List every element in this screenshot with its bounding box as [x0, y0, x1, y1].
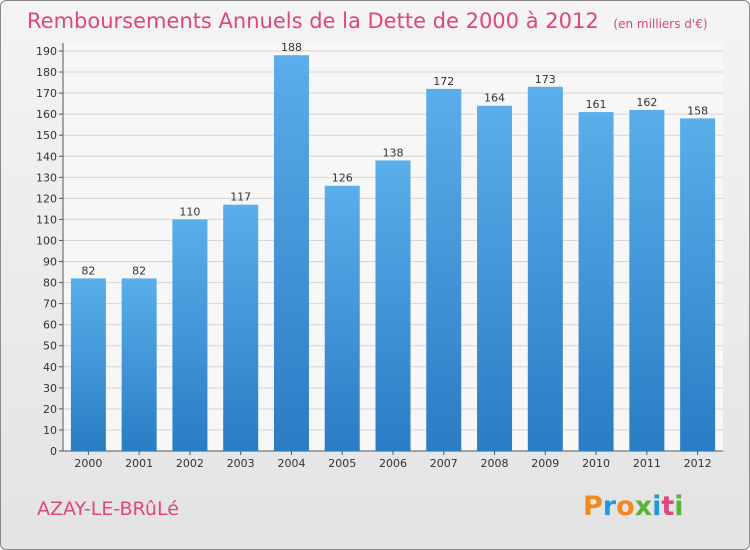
bar-value-label: 110 [179, 205, 200, 218]
y-tick-label: 40 [43, 361, 57, 374]
bar [527, 86, 563, 451]
y-axis-ticks: 0 10 20 30 40 50 60 70 80 90 100 110 120 130 140 150 160… [36, 45, 63, 458]
y-tick-label: 90 [43, 256, 57, 269]
bar [121, 278, 157, 451]
y-tick-label: 140 [36, 150, 57, 163]
y-tick-label: 150 [36, 129, 57, 142]
y-tick-label: 20 [43, 403, 57, 416]
y-tick-label: 10 [43, 424, 57, 437]
x-tick-label: 2000 [74, 457, 102, 470]
logo-letter: r [602, 491, 617, 522]
chart-title: Remboursements Annuels de la Dette de 20… [27, 9, 708, 33]
y-tick-label: 190 [36, 45, 57, 58]
bar [578, 112, 614, 451]
logo-letter: i [674, 491, 684, 522]
y-tick-label: 120 [36, 192, 57, 205]
bar-value-label: 162 [636, 96, 657, 109]
bar [324, 185, 360, 451]
bar-value-label: 117 [230, 191, 251, 204]
y-tick-label: 170 [36, 87, 57, 100]
x-tick-label: 2004 [277, 457, 305, 470]
bar-value-label: 188 [281, 41, 302, 54]
commune-name: AZAY-LE-BRûLé [37, 498, 179, 520]
proxiti-logo: Proxiti [583, 491, 684, 522]
y-tick-label: 70 [43, 298, 57, 311]
y-tick-label: 80 [43, 277, 57, 290]
y-tick-label: 0 [50, 445, 57, 458]
x-tick-label: 2001 [125, 457, 153, 470]
bars: 82 82 110 117 188 126 138 172 164 173 161 162 158 [70, 41, 716, 452]
bar [375, 160, 411, 451]
bar [680, 118, 716, 452]
bar [477, 105, 513, 451]
bar-value-label: 173 [535, 73, 556, 86]
logo-letter: t [661, 491, 675, 522]
bar-value-label: 158 [687, 104, 708, 117]
x-tick-label: 2003 [227, 457, 255, 470]
chart-subtitle: (en milliers d'€) [613, 17, 708, 31]
bar-value-label: 172 [433, 75, 454, 88]
x-axis-ticks: 2000 2001 2002 2003 2004 2005 2006 2007 2008 2009… [74, 451, 712, 470]
x-tick-label: 2006 [379, 457, 407, 470]
x-tick-label: 2011 [633, 457, 661, 470]
y-tick-label: 180 [36, 66, 57, 79]
x-tick-label: 2012 [684, 457, 712, 470]
y-tick-label: 110 [36, 213, 57, 226]
bar-value-label: 82 [132, 264, 146, 277]
y-tick-label: 100 [36, 234, 57, 247]
y-tick-label: 50 [43, 340, 57, 353]
x-tick-label: 2002 [176, 457, 204, 470]
x-tick-label: 2009 [531, 457, 559, 470]
logo-letter: i [652, 491, 662, 522]
chart-title-text: Remboursements Annuels de la Dette de 20… [27, 9, 599, 33]
bar-value-label: 138 [383, 146, 404, 159]
x-tick-label: 2005 [328, 457, 356, 470]
bar-value-label: 164 [484, 92, 505, 105]
y-tick-label: 130 [36, 171, 57, 184]
bar-value-label: 82 [81, 264, 95, 277]
bar [223, 204, 259, 451]
logo-letter: P [583, 491, 603, 522]
bar [172, 219, 208, 451]
x-tick-label: 2010 [582, 457, 610, 470]
x-tick-label: 2008 [481, 457, 509, 470]
x-tick-label: 2007 [430, 457, 458, 470]
bar-value-label: 126 [332, 172, 353, 185]
bar [273, 55, 309, 452]
y-tick-label: 60 [43, 319, 57, 332]
bar-value-label: 161 [586, 98, 607, 111]
logo-letter: o [616, 491, 635, 522]
bar [426, 88, 462, 451]
bar [629, 109, 665, 452]
bar [70, 278, 106, 451]
y-tick-label: 160 [36, 108, 57, 121]
y-tick-label: 30 [43, 382, 57, 395]
logo-letter: x [634, 491, 653, 522]
